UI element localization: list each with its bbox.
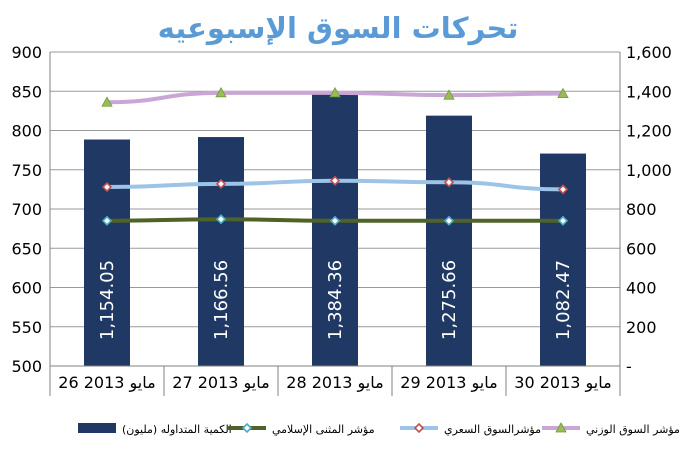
bar-data-label: 1,166.56 — [211, 260, 232, 340]
x-tick-label: 28 مايو 2013 — [286, 373, 383, 393]
line-point-marker — [413, 422, 425, 434]
line-point-marker — [557, 87, 569, 99]
x-tick-label: 29 مايو 2013 — [400, 373, 497, 393]
y-left-tick-label: 650 — [11, 239, 42, 258]
line-point-marker — [101, 96, 113, 107]
line-point-marker — [329, 175, 341, 186]
legend-label: مؤشر السوق الوزني — [586, 423, 680, 436]
y-left-tick-label: 600 — [11, 279, 42, 298]
line-point-marker — [215, 178, 227, 190]
line-point-marker — [555, 422, 567, 433]
y-left-tick-label: 850 — [11, 82, 42, 101]
line-point-marker — [215, 214, 227, 225]
x-tick-label: 26 مايو 2013 — [58, 373, 155, 393]
y-right-tick-label: 1,200 — [626, 122, 672, 141]
legend: الكمية المتداوله (مليون) مؤشر المثنى الإس… — [78, 422, 680, 436]
y-left-tick-label: 500 — [11, 357, 42, 376]
y-right-tick-label: 1,000 — [626, 161, 672, 180]
bar-data-label: 1,275.66 — [439, 260, 460, 340]
legend-label: مؤشرالسوق السعري — [444, 423, 541, 436]
line-point-marker — [557, 184, 569, 195]
legend-swatch-bar — [78, 423, 116, 433]
bar-data-label: 1,154.05 — [97, 260, 118, 340]
y-left-tick-label: 900 — [11, 43, 42, 62]
line-point-marker — [241, 422, 253, 434]
y-left-tick-label: 700 — [11, 200, 42, 219]
line-point-marker — [101, 181, 113, 193]
y-right-tick-label: 800 — [626, 200, 657, 219]
x-tick-label: 27 مايو 2013 — [172, 373, 269, 393]
lines — [101, 86, 569, 226]
line-point-marker — [443, 89, 455, 100]
legend-label: الكمية المتداوله (مليون) — [122, 423, 232, 436]
y-right-tick-label: 200 — [626, 318, 657, 337]
y-right-tick-label: - — [626, 357, 632, 376]
line-point-marker — [557, 215, 569, 226]
y-left-tick-label: 800 — [11, 122, 42, 141]
legend-label: مؤشر المثنى الإسلامي — [272, 423, 375, 436]
line-point-marker — [101, 215, 113, 226]
line-point-marker — [329, 215, 341, 226]
y-right-tick-label: 400 — [626, 279, 657, 298]
bar-data-label: 1,384.36 — [325, 260, 346, 340]
line-point-marker — [443, 177, 455, 188]
y-left-tick-label: 550 — [11, 318, 42, 337]
bars: 1,154.05 1,166.56 1,384.36 1,275.66 1,082.47 — [84, 94, 586, 367]
x-tick-label: 30 مايو 2013 — [514, 373, 611, 393]
bar — [426, 115, 472, 366]
bar — [198, 137, 244, 366]
line-point-marker — [329, 86, 341, 98]
chart-title: تحركات السوق الإسبوعيه — [158, 11, 519, 45]
y-right-tick-label: 600 — [626, 239, 657, 258]
line-point-marker — [215, 86, 227, 98]
y-left-tick-label: 750 — [11, 161, 42, 180]
y-right-tick-label: 1,600 — [626, 43, 672, 62]
y-right-tick-label: 1,400 — [626, 82, 672, 101]
line-point-marker — [443, 215, 455, 226]
axes: 500 550 600 650 700 750 800 850 900 - 200 400 600 800… — [11, 43, 672, 396]
bar — [84, 139, 130, 366]
bar-data-label: 1,082.47 — [553, 260, 574, 340]
bar — [312, 94, 358, 367]
